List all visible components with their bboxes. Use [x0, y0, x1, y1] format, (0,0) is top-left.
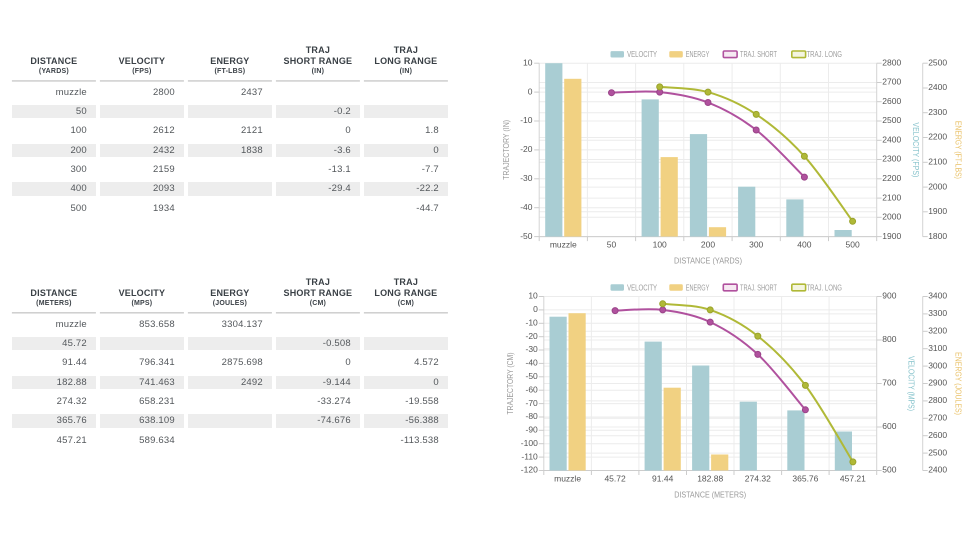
svg-text:2800: 2800	[882, 57, 901, 67]
svg-text:45.72: 45.72	[604, 474, 626, 484]
svg-text:400: 400	[797, 240, 811, 250]
svg-text:1900: 1900	[882, 231, 901, 241]
svg-text:-20: -20	[520, 144, 533, 154]
svg-text:-20: -20	[526, 331, 539, 341]
svg-text:700: 700	[882, 378, 896, 388]
svg-text:-10: -10	[526, 318, 539, 328]
svg-text:2600: 2600	[882, 96, 901, 106]
svg-text:ENERGY: ENERGY	[686, 50, 710, 59]
svg-text:2400: 2400	[928, 82, 947, 92]
svg-text:-30: -30	[526, 344, 539, 354]
svg-text:1800: 1800	[928, 231, 947, 241]
svg-text:50: 50	[607, 240, 617, 250]
svg-text:-60: -60	[526, 384, 539, 394]
svg-text:TRAJECTORY (IN): TRAJECTORY (IN)	[502, 120, 511, 180]
svg-text:2300: 2300	[882, 154, 901, 164]
svg-text:200: 200	[701, 240, 715, 250]
svg-text:91.44: 91.44	[652, 474, 674, 484]
svg-text:2700: 2700	[928, 413, 947, 423]
svg-text:274.32: 274.32	[745, 474, 771, 484]
svg-text:600: 600	[882, 421, 896, 431]
svg-text:10: 10	[528, 291, 538, 301]
svg-text:TRAJECTORY (CM): TRAJECTORY (CM)	[506, 352, 515, 414]
svg-text:800: 800	[882, 334, 896, 344]
svg-text:-40: -40	[526, 358, 539, 368]
svg-text:2300: 2300	[928, 107, 947, 117]
svg-text:2200: 2200	[928, 132, 947, 142]
svg-text:3200: 3200	[928, 326, 947, 336]
svg-text:3300: 3300	[928, 308, 947, 318]
svg-text:TRAJ. LONG: TRAJ. LONG	[807, 50, 843, 59]
svg-text:2500: 2500	[928, 57, 947, 67]
svg-text:2900: 2900	[928, 378, 947, 388]
svg-text:1900: 1900	[928, 206, 947, 216]
svg-text:3100: 3100	[928, 343, 947, 353]
svg-text:TRAJ. SHORT: TRAJ. SHORT	[740, 283, 777, 292]
svg-text:ENERGY (FT-LBS): ENERGY (FT-LBS)	[954, 121, 963, 179]
svg-text:3400: 3400	[928, 291, 947, 301]
svg-text:muzzle: muzzle	[550, 240, 577, 250]
svg-text:2100: 2100	[882, 192, 901, 202]
svg-text:2500: 2500	[882, 115, 901, 125]
svg-text:ENERGY: ENERGY	[686, 283, 710, 292]
svg-text:-90: -90	[526, 425, 539, 435]
svg-text:10: 10	[523, 57, 533, 67]
svg-text:-40: -40	[520, 202, 533, 212]
svg-text:0: 0	[533, 304, 538, 314]
svg-text:500: 500	[882, 465, 896, 475]
svg-text:0: 0	[528, 86, 533, 96]
svg-text:-80: -80	[526, 411, 539, 421]
svg-text:2100: 2100	[928, 157, 947, 167]
svg-text:2700: 2700	[882, 77, 901, 87]
svg-text:2000: 2000	[928, 181, 947, 191]
svg-text:-50: -50	[520, 231, 533, 241]
svg-text:2500: 2500	[928, 447, 947, 457]
svg-text:DISTANCE (YARDS): DISTANCE (YARDS)	[674, 257, 742, 266]
svg-text:3000: 3000	[928, 360, 947, 370]
svg-text:VELOCITY: VELOCITY	[627, 50, 657, 59]
svg-text:900: 900	[882, 291, 896, 301]
svg-text:2000: 2000	[882, 212, 901, 222]
svg-text:VELOCITY: VELOCITY	[627, 283, 657, 292]
svg-text:DISTANCE (METERS): DISTANCE (METERS)	[674, 491, 746, 500]
svg-text:VELOCITY (MPS): VELOCITY (MPS)	[907, 356, 916, 411]
svg-text:-50: -50	[526, 371, 539, 381]
svg-text:182.88: 182.88	[697, 474, 723, 484]
svg-text:-110: -110	[521, 451, 538, 461]
svg-text:-30: -30	[520, 173, 533, 183]
svg-text:2400: 2400	[882, 135, 901, 145]
svg-text:ENERGY (JOULES): ENERGY (JOULES)	[954, 352, 963, 415]
svg-text:365.76: 365.76	[792, 474, 818, 484]
svg-text:300: 300	[749, 240, 763, 250]
svg-text:-100: -100	[521, 438, 538, 448]
svg-text:2800: 2800	[928, 395, 947, 405]
svg-text:-70: -70	[526, 398, 539, 408]
svg-text:muzzle: muzzle	[554, 474, 581, 484]
svg-text:500: 500	[846, 240, 860, 250]
svg-text:2400: 2400	[928, 465, 947, 475]
svg-text:VELOCITY (FPS): VELOCITY (FPS)	[911, 122, 920, 177]
svg-text:TRAJ. SHORT: TRAJ. SHORT	[740, 50, 777, 59]
svg-text:-10: -10	[520, 115, 533, 125]
svg-text:100: 100	[653, 240, 667, 250]
svg-text:-120: -120	[521, 465, 538, 475]
svg-text:2600: 2600	[928, 430, 947, 440]
svg-text:457.21: 457.21	[840, 474, 866, 484]
svg-text:2200: 2200	[882, 173, 901, 183]
svg-text:TRAJ. LONG: TRAJ. LONG	[807, 283, 843, 292]
